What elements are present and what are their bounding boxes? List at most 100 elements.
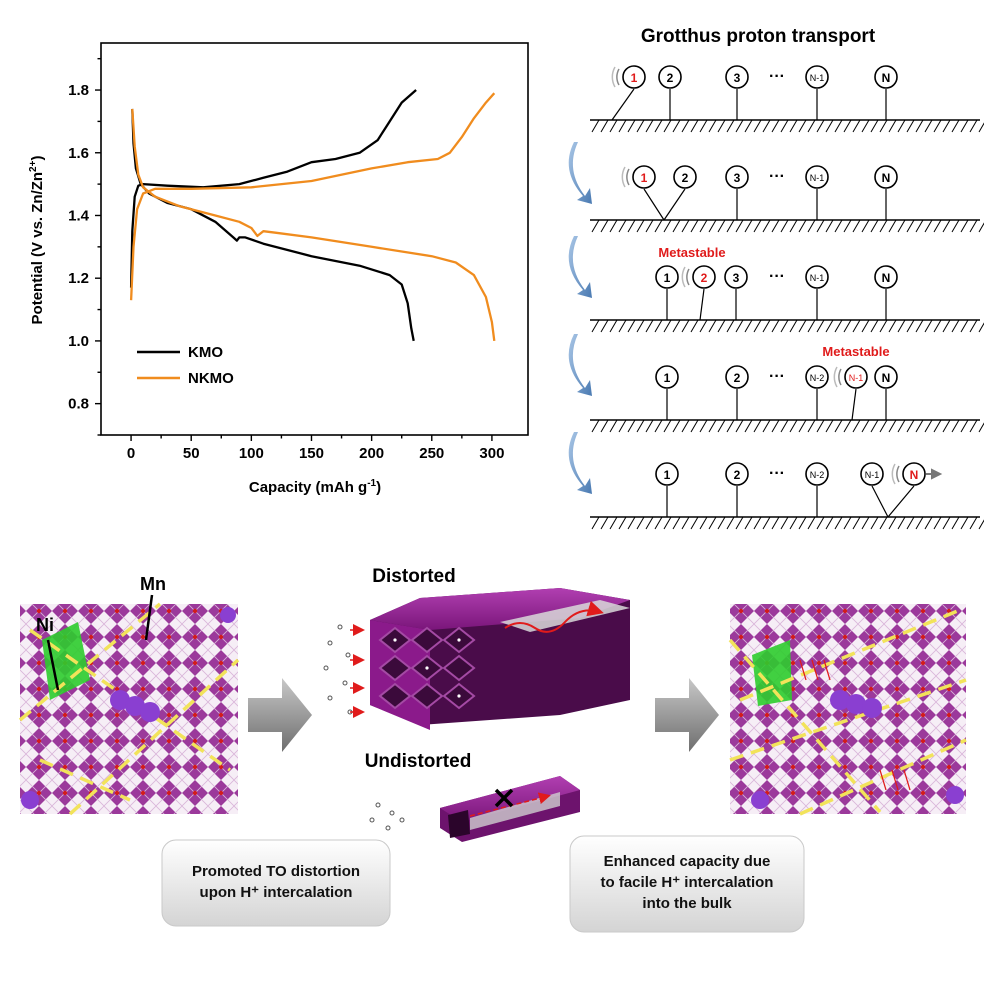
- surface-hatch: [879, 419, 888, 433]
- surface-hatch: [978, 322, 984, 333]
- surface-hatch: [942, 516, 951, 530]
- surface-hatch: [897, 119, 906, 133]
- proton-site: 3: [725, 165, 749, 189]
- surface-hatch: [654, 219, 663, 233]
- grotthuss-title: Grotthus proton transport: [641, 26, 876, 47]
- surface-hatch: [780, 319, 789, 333]
- surface-hatch: [645, 219, 654, 233]
- surface-hatch: [906, 419, 915, 433]
- bond-line: [699, 288, 705, 321]
- proton-site: N-1: [805, 165, 829, 189]
- surface-hatch: [681, 219, 690, 233]
- process-arrow-icon: [248, 678, 312, 752]
- surface-hatch: [735, 516, 744, 530]
- site-circle: [632, 165, 656, 189]
- surface-hatch: [600, 516, 609, 530]
- surface-hatch: [942, 319, 951, 333]
- proton-site: 1: [655, 265, 679, 289]
- site-circle: [658, 65, 682, 89]
- label-distorted: Distorted: [372, 566, 455, 587]
- site-circle: [655, 462, 679, 486]
- surface-hatch: [888, 319, 897, 333]
- proton-site: N: [874, 165, 898, 189]
- surface-hatch: [699, 516, 708, 530]
- metastable-label-1: Metastable: [658, 245, 725, 260]
- surface-hatch: [762, 419, 771, 433]
- surface-hatch: [744, 419, 753, 433]
- surface-hatch: [618, 119, 627, 133]
- surface-hatch: [861, 119, 870, 133]
- site-label: 3: [734, 71, 741, 85]
- surface-hatch: [879, 119, 888, 133]
- proton-site: 2: [681, 265, 716, 289]
- proton-site: N: [874, 265, 898, 289]
- x-tick-label: 250: [419, 445, 444, 462]
- surface-hatch: [780, 419, 789, 433]
- surface-hatch: [753, 419, 762, 433]
- ellipsis: ···: [769, 368, 785, 385]
- surface-hatch: [933, 516, 942, 530]
- surface-hatch: [798, 119, 807, 133]
- lattice-right-image: [728, 604, 967, 816]
- surface-hatch: [780, 516, 789, 530]
- surface-hatch: [744, 119, 753, 133]
- bond-line: [871, 485, 889, 518]
- surface-hatch: [825, 419, 834, 433]
- proton-site: N-1: [860, 462, 884, 486]
- surface-hatch: [591, 119, 600, 133]
- surface-hatch: [843, 219, 852, 233]
- surface-hatch: [852, 319, 861, 333]
- site-circle: [805, 462, 829, 486]
- surface-hatch: [591, 219, 600, 233]
- mechanism-panel: Ni Mn Distorted: [18, 566, 967, 933]
- surface-hatch: [924, 319, 933, 333]
- surface-hatch: [843, 319, 852, 333]
- undistorted-tunnel: [440, 776, 580, 842]
- surface-hatch: [951, 319, 960, 333]
- surface-hatch: [852, 119, 861, 133]
- caption-left-line1: Promoted TO distortion: [192, 863, 360, 880]
- ellipsis: ···: [769, 68, 785, 85]
- surface-hatch: [798, 319, 807, 333]
- surface-hatch: [870, 319, 879, 333]
- label-ni: Ni: [36, 615, 54, 635]
- site-circle: [725, 165, 749, 189]
- surface-hatch: [609, 119, 618, 133]
- vibration-icon: [681, 266, 686, 288]
- surface-hatch: [843, 419, 852, 433]
- surface-hatch: [735, 419, 744, 433]
- y-axis-label: Potential (V vs. Zn/Zn2+): [28, 156, 46, 325]
- surface-hatch: [780, 219, 789, 233]
- surface-hatch: [816, 419, 825, 433]
- surface-hatch: [672, 419, 681, 433]
- surface-hatch: [834, 319, 843, 333]
- proton-site: 3: [724, 265, 748, 289]
- site-circle: [673, 165, 697, 189]
- bond-line: [887, 485, 915, 518]
- proton-site: N: [874, 65, 898, 89]
- surface-hatch: [807, 516, 816, 530]
- surface-hatch: [798, 219, 807, 233]
- surface-hatch: [699, 419, 708, 433]
- surface-hatch: [825, 516, 834, 530]
- surface-hatch: [816, 119, 825, 133]
- surface-hatch: [816, 516, 825, 530]
- surface-hatch: [654, 319, 663, 333]
- surface-hatch: [618, 419, 627, 433]
- surface-hatch: [807, 119, 816, 133]
- surface-hatch: [771, 319, 780, 333]
- vibration-icon: [833, 366, 838, 388]
- surface-hatch: [969, 219, 978, 233]
- site-label: N-1: [810, 173, 825, 183]
- surface-hatch: [834, 219, 843, 233]
- surface-hatch: [933, 219, 942, 233]
- surface-hatch: [951, 419, 960, 433]
- surface-hatch: [870, 219, 879, 233]
- y-tick-label: 1.2: [68, 270, 89, 287]
- grotthuss-panel: Grotthus proton transport ··· 1 2 3 N-1 N ··· 1…: [568, 26, 984, 530]
- surface-hatch: [690, 419, 699, 433]
- plot-frame: [100, 42, 529, 436]
- surface-hatch: [816, 319, 825, 333]
- surface-hatch: [969, 319, 978, 333]
- surface-hatch: [888, 419, 897, 433]
